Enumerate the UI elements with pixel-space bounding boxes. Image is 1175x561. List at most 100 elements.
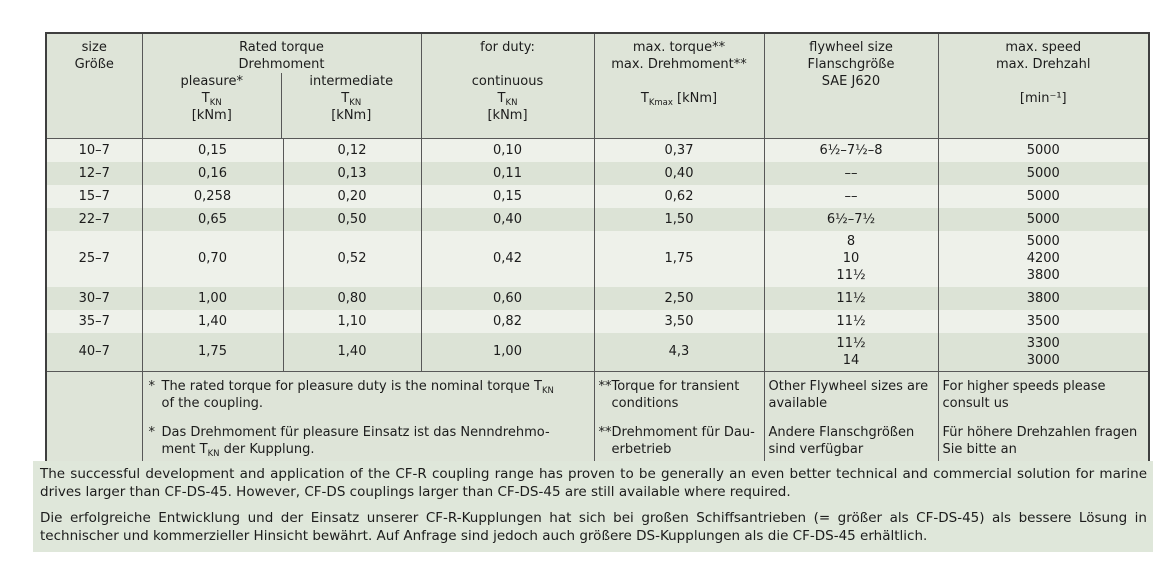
table-row: 22–7 0,65 0,50 0,40 1,50 6½–7½ 5000 <box>45 207 1150 231</box>
cell-continuous: 0,11 <box>420 161 595 185</box>
footnote-marker: * <box>148 424 156 440</box>
table-header: size Größe Rated torque Drehmoment pleas… <box>45 33 1150 139</box>
cell-pleasure: 0,15 <box>141 138 284 162</box>
header-flywheel-sae: SAE J620 <box>821 74 881 89</box>
header-intermediate-symbol: TKN <box>341 91 362 108</box>
header-intermediate-unit: [kNm] <box>331 108 372 123</box>
footnote-text: Das Drehmoment für pleasure Einsatz ist … <box>161 424 550 459</box>
header-size-de: Größe <box>74 57 114 72</box>
header-rated-torque: Rated torque Drehmoment pleasure* TKN [k… <box>141 33 422 139</box>
footnote-marker: ** <box>598 378 612 394</box>
cell-speed: 3800 <box>937 286 1150 310</box>
cell-size: 35–7 <box>45 309 143 333</box>
cell-intermediate: 0,12 <box>282 138 422 162</box>
header-intermediate: intermediate TKN [kNm] <box>281 73 421 138</box>
cell-pleasure: 1,00 <box>141 286 284 310</box>
footnote-empty-cell <box>45 370 143 465</box>
cell-size: 30–7 <box>45 286 143 310</box>
cell-flywheel: 11½ 14 <box>763 332 939 371</box>
cell-continuous: 1,00 <box>420 332 595 371</box>
cell-speed: 3500 <box>937 309 1150 333</box>
cell-intermediate: 0,20 <box>282 184 422 208</box>
header-continuous-label: continuous <box>471 74 544 89</box>
cell-intermediate: 0,13 <box>282 161 422 185</box>
cell-flywheel: 11½ <box>763 286 939 310</box>
footnote-tmax-en: ** Torque for transient conditions <box>599 378 760 412</box>
table-row: 35–7 1,40 1,10 0,82 3,50 11½ 3500 <box>45 309 1150 333</box>
header-continuous-symbol: TKN <box>497 91 518 108</box>
coupling-data-table: size Größe Rated torque Drehmoment pleas… <box>45 32 1150 466</box>
cell-size: 22–7 <box>45 207 143 231</box>
cell-tmax: 1,50 <box>593 207 765 231</box>
cell-tmax: 0,62 <box>593 184 765 208</box>
header-pleasure-unit: [kNm] <box>191 108 232 123</box>
cell-continuous: 0,10 <box>420 138 595 162</box>
footnote-text: Drehmoment für Dau- erbetrieb <box>611 424 755 457</box>
description-block: The successful development and applicati… <box>33 461 1153 552</box>
header-pleasure-label: pleasure* <box>180 74 243 89</box>
footnote-pleasure-en: * The rated torque for pleasure duty is … <box>149 378 590 412</box>
footnote-marker: ** <box>598 424 612 440</box>
cell-pleasure: 0,16 <box>141 161 284 185</box>
cell-size: 25–7 <box>45 230 143 287</box>
cell-tmax: 1,75 <box>593 230 765 287</box>
footnote-row: * The rated torque for pleasure duty is … <box>45 370 1150 465</box>
footnote-speed-cell: For higher speeds please consult us Für … <box>937 370 1150 465</box>
cell-pleasure: 0,70 <box>141 230 284 287</box>
cell-tmax: 0,37 <box>593 138 765 162</box>
cell-size: 40–7 <box>45 332 143 371</box>
cell-flywheel: 11½ <box>763 309 939 333</box>
cell-pleasure: 1,40 <box>141 309 284 333</box>
header-max-speed-unit: [min⁻¹] <box>1019 91 1067 106</box>
footnote-speed-de: Für höhere Drehzahlen fragen Sie bitte a… <box>942 424 1138 457</box>
cell-intermediate: 1,10 <box>282 309 422 333</box>
cell-intermediate: 0,50 <box>282 207 422 231</box>
cell-pleasure: 0,258 <box>141 184 284 208</box>
cell-tmax: 0,40 <box>593 161 765 185</box>
cell-size: 10–7 <box>45 138 143 162</box>
cell-pleasure: 1,75 <box>141 332 284 371</box>
header-size-en: size <box>81 40 107 55</box>
header-pleasure-symbol: TKN <box>201 91 222 108</box>
cell-speed: 3300 3000 <box>937 332 1150 371</box>
header-max-torque-en: max. torque** <box>632 40 726 55</box>
table-body: 10–7 0,15 0,12 0,10 0,37 6½–7½–8 5000 12… <box>45 138 1150 465</box>
cell-flywheel: 6½–7½ <box>763 207 939 231</box>
footnote-pleasure-cell: * The rated torque for pleasure duty is … <box>141 370 595 465</box>
footnote-tmax-cell: ** Torque for transient conditions ** Dr… <box>593 370 765 465</box>
table-row: 40–7 1,75 1,40 1,00 4,3 11½ 14 3300 3000 <box>45 332 1150 371</box>
table-row: 12–7 0,16 0,13 0,11 0,40 –– 5000 <box>45 161 1150 185</box>
cell-continuous: 0,40 <box>420 207 595 231</box>
cell-pleasure: 0,65 <box>141 207 284 231</box>
footnote-pleasure-de: * Das Drehmoment für pleasure Einsatz is… <box>149 424 590 458</box>
table-row: 30–7 1,00 0,80 0,60 2,50 11½ 3800 <box>45 286 1150 310</box>
cell-speed: 5000 <box>937 138 1150 162</box>
table-row: 25–7 0,70 0,52 0,42 1,75 8 10 11½ 5000 4… <box>45 230 1150 287</box>
cell-flywheel: –– <box>763 184 939 208</box>
footnote-tmax-de: ** Drehmoment für Dau- erbetrieb <box>599 424 760 458</box>
footnote-flywheel-cell: Other Flywheel sizes are available Ander… <box>763 370 939 465</box>
header-rated-de: Drehmoment <box>238 57 325 72</box>
footnote-text: Torque for transient conditions <box>611 378 740 411</box>
header-max-torque-de: max. Drehmoment** <box>611 57 747 72</box>
header-duty-label: for duty: <box>480 40 535 55</box>
header-flywheel: flywheel size Flanschgröße SAE J620 <box>763 33 939 139</box>
header-max-speed-de: max. Drehzahl <box>995 57 1091 72</box>
header-max-speed-en: max. speed <box>1005 40 1082 55</box>
cell-speed: 5000 <box>937 207 1150 231</box>
cell-flywheel: 6½–7½–8 <box>763 138 939 162</box>
footnote-marker: * <box>148 378 156 394</box>
cell-size: 12–7 <box>45 161 143 185</box>
cell-continuous: 0,60 <box>420 286 595 310</box>
description-paragraph-de: Die erfolgreiche Entwicklung und der Ein… <box>40 510 1147 544</box>
cell-speed: 5000 <box>937 184 1150 208</box>
cell-continuous: 0,15 <box>420 184 595 208</box>
cell-tmax: 3,50 <box>593 309 765 333</box>
cell-speed: 5000 4200 3800 <box>937 230 1150 287</box>
coupling-data-table-wrap: size Größe Rated torque Drehmoment pleas… <box>45 32 1150 466</box>
table-row: 15–7 0,258 0,20 0,15 0,62 –– 5000 <box>45 184 1150 208</box>
header-intermediate-label: intermediate <box>309 74 394 89</box>
cell-continuous: 0,42 <box>420 230 595 287</box>
cell-intermediate: 0,52 <box>282 230 422 287</box>
